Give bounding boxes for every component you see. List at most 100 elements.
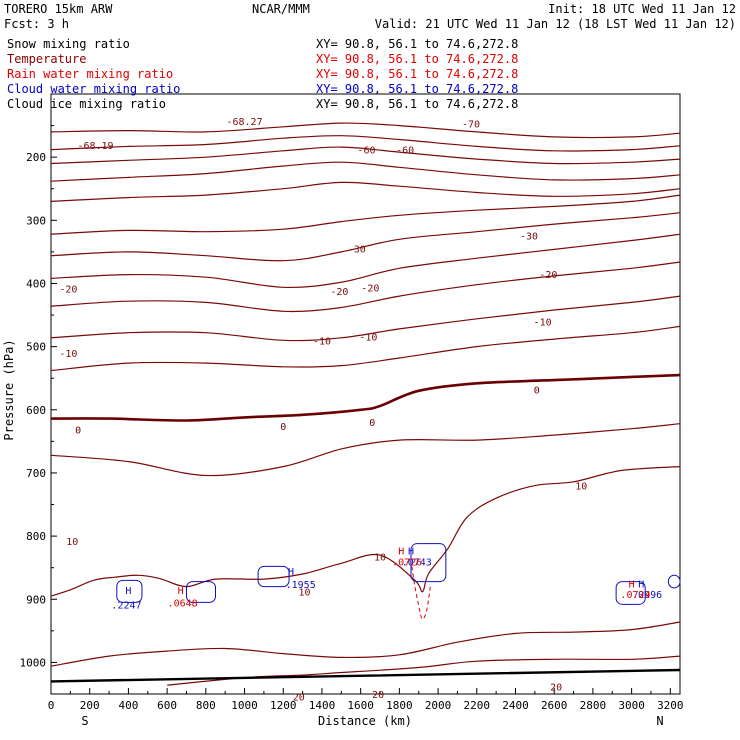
contour-label-9: -20 [361,283,379,294]
y-tick-label-400: 400 [26,277,46,290]
contour-label-14: -10 [59,349,77,360]
contour-label-4: -60 [396,146,414,157]
x-tick-label-1600: 1600 [347,699,374,712]
legend-temperature-label: Temperature [7,52,86,66]
warm-isotherm-0 [50,423,681,477]
cloud-marker-1: .2247 [111,600,141,611]
x-tick-label-800: 800 [196,699,216,712]
temperature-isotherm-3 [50,161,681,182]
x-tick-label-0: 0 [48,699,55,712]
x-tick-label-1000: 1000 [231,699,258,712]
temperature-isotherm-7 [50,233,681,289]
y-tick-label-800: 800 [26,530,46,543]
contour-label-23: 20 [293,693,305,704]
zero-isotherm [50,373,681,422]
temperature-isotherm-10 [50,325,681,372]
cloud-marker-6: H [638,579,644,590]
x-tick-label-3200: 3200 [657,699,684,712]
y-tick-label-200: 200 [26,151,46,164]
contour-label-8: -20 [330,287,348,298]
contour-label-5: -30 [348,245,366,256]
cloud-water-contour-2 [257,565,290,588]
warm-isotherm-2 [50,621,681,667]
contour-label-7: -20 [59,285,77,296]
cloud-marker-4: H [408,547,414,558]
temperature-contours [50,122,681,686]
temperature-isotherm-8 [50,261,681,313]
y-tick-label-500: 500 [26,341,46,354]
ground-surface [50,668,681,683]
cloud-marker-7: .0996 [632,590,662,601]
contour-label-22: 10 [575,482,587,493]
temperature-isotherm-6 [50,212,681,262]
legend-cloud-water-xy: XY= 90.8, 56.1 to 74.6,272.8 [316,82,518,96]
cloud-water-contour-1 [185,581,217,603]
y-tick-label-900: 900 [26,593,46,606]
x-axis-left-end: S [81,714,88,728]
rain-marker-4: H [629,579,635,590]
x-tick-label-400: 400 [118,699,138,712]
temperature-isotherm-4 [50,181,681,202]
rain-marker-5: .0724 [620,590,650,601]
contour-label-20: 10 [374,552,386,563]
legend-rain-label: Rain water mixing ratio [7,67,173,81]
contour-label-19: 10 [66,537,78,548]
cloud-water-contour-5 [667,574,681,589]
y-tick-label-700: 700 [26,467,46,480]
x-tick-label-1800: 1800 [386,699,413,712]
cloud-water-contour-4 [615,581,646,605]
temperature-isotherm-2 [50,146,681,165]
contour-label-18: 0 [534,386,540,397]
contour-label-13: -10 [534,317,552,328]
contour-labels: -68.27 -68.19 -70 -60 -60 -30 -30 -20 -20 -20 -20 -… [59,117,662,703]
forecast-hour: Fcst: 3 h [4,17,69,31]
legend-snow-xy: XY= 90.8, 56.1 to 74.6,272.8 [316,37,518,51]
contour-label-3: -60 [357,146,375,157]
temperature-isotherm-1 [50,135,681,152]
temperature-isotherm-9 [50,295,681,342]
contour-label-12: -10 [359,333,377,344]
contour-label-2: -70 [462,120,480,131]
cloud-marker-2: H [288,567,294,578]
hydrometeor-overlays [116,543,681,620]
legend-snow-label: Snow mixing ratio [7,37,130,51]
rain-marker-1: .0648 [168,598,198,609]
legend-cloud-ice-xy: XY= 90.8, 56.1 to 74.6,272.8 [316,97,518,111]
x-tick-label-1200: 1200 [270,699,297,712]
legend-cloud-water-label: Cloud water mixing ratio [7,82,180,96]
temperature-isotherm-0 [50,122,681,139]
legend-rain-xy: XY= 90.8, 56.1 to 74.6,272.8 [316,67,518,81]
x-tick-label-2000: 2000 [425,699,452,712]
y-axis: 200 300 400 500 600 700 800 900 1000 [20,125,57,669]
model-title: TORERO 15km ARW [4,2,113,16]
x-axis-label: Distance (km) [318,714,412,728]
plot-frame [50,93,681,695]
contour-label-16: 0 [280,422,286,433]
x-axis-right-end: N [656,714,663,728]
contour-label-6: -30 [520,231,538,242]
legend-temperature-xy: XY= 90.8, 56.1 to 74.6,272.8 [316,52,518,66]
rain-marker-3: .0726 [392,557,422,568]
contour-label-25: 20 [550,682,562,693]
init-time: Init: 18 UTC Wed 11 Jan 12 [548,2,736,16]
rain-marker-2: H [398,547,404,558]
y-tick-label-1000: 1000 [20,656,47,669]
contour-label-17: 0 [369,418,375,429]
x-tick-label-600: 600 [157,699,177,712]
org-label: NCAR/MMM [252,2,310,16]
y-tick-label-600: 600 [26,404,46,417]
cloud-water-contour-0 [116,579,143,603]
legend-cloud-ice-label: Cloud ice mixing ratio [7,97,166,111]
contour-label-21: 10 [299,588,311,599]
x-tick-label-200: 200 [80,699,100,712]
cloud-marker-3: .1955 [286,580,316,591]
x-tick-label-1400: 1400 [309,699,336,712]
contour-label-15: 0 [75,425,81,436]
x-axis: 0 200 400 600 800 1000 1200 1400 1600 1800 2000 220… [48,688,684,712]
legend: Snow mixing ratio XY= 90.8, 56.1 to 74.6… [7,37,518,111]
contour-label-0: -68.27 [226,117,262,128]
cloud-marker-5: .0743 [402,557,432,568]
contour-label-1: -68.19 [77,141,113,152]
rain-marker-0: H [178,586,184,597]
